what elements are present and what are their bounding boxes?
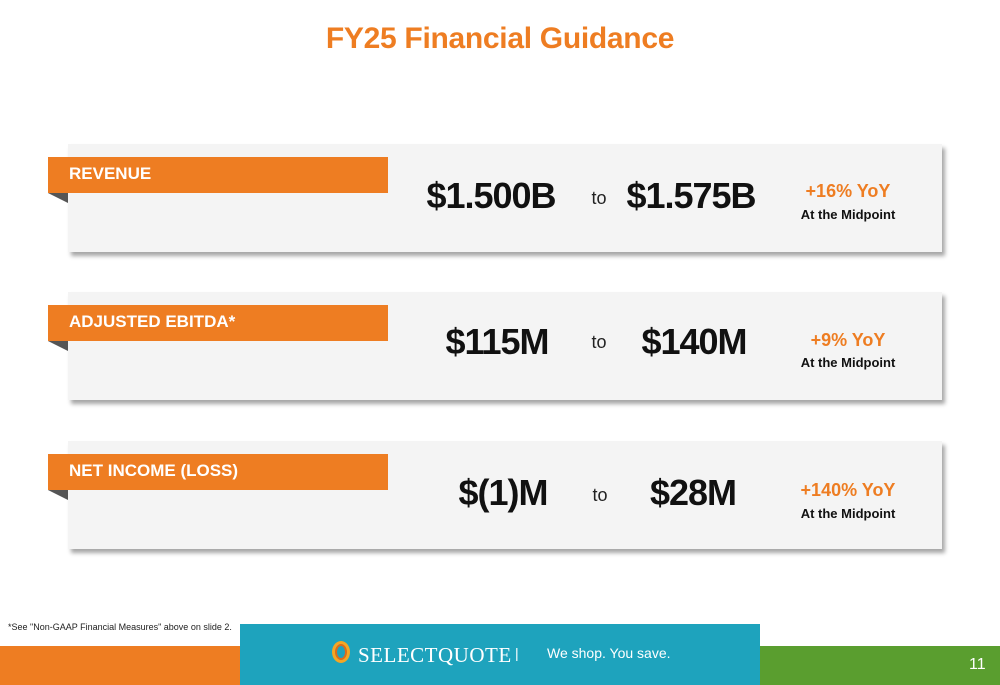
revenue-midpoint: At the Midpoint — [800, 207, 896, 222]
revenue-label: REVENUE — [48, 157, 388, 193]
tab-fold — [48, 341, 68, 351]
page-number: 11 — [969, 656, 986, 673]
ebitda-to: to — [591, 332, 607, 352]
net-income-yoy: +140% YoY — [800, 480, 896, 500]
revenue-yoy: +16% YoY — [805, 181, 891, 201]
selectquote-logo-icon — [332, 641, 350, 663]
net-income-low: $(1)M — [458, 472, 548, 513]
ebitda-label: ADJUSTED EBITDA* — [48, 305, 388, 341]
footer-separator: | — [515, 645, 519, 661]
net-income-to: to — [592, 485, 608, 505]
ebitda-high: $140M — [641, 321, 747, 362]
footer-tagline: We shop. You save. — [547, 645, 671, 661]
tab-fold — [48, 490, 68, 500]
ebitda-yoy: +9% YoY — [810, 330, 886, 350]
footer-bar-teal — [240, 624, 760, 685]
net-income-high: $28M — [649, 472, 737, 513]
ebitda-low: $115M — [445, 321, 549, 362]
revenue-high: $1.575B — [626, 175, 756, 216]
net-income-midpoint: At the Midpoint — [800, 506, 896, 521]
brand-logo-text: SELECTQUOTE — [358, 643, 512, 667]
tab-fold — [48, 193, 68, 203]
page-title: FY25 Financial Guidance — [325, 22, 675, 55]
footnote: *See "Non-GAAP Financial Measures" above… — [8, 622, 232, 632]
net-income-label: NET INCOME (LOSS) — [48, 454, 388, 490]
footer-bar-green — [760, 646, 1000, 685]
ebitda-midpoint: At the Midpoint — [800, 355, 896, 370]
revenue-low: $1.500B — [426, 175, 556, 216]
footer-bar-orange — [0, 646, 240, 685]
revenue-to: to — [591, 188, 607, 208]
